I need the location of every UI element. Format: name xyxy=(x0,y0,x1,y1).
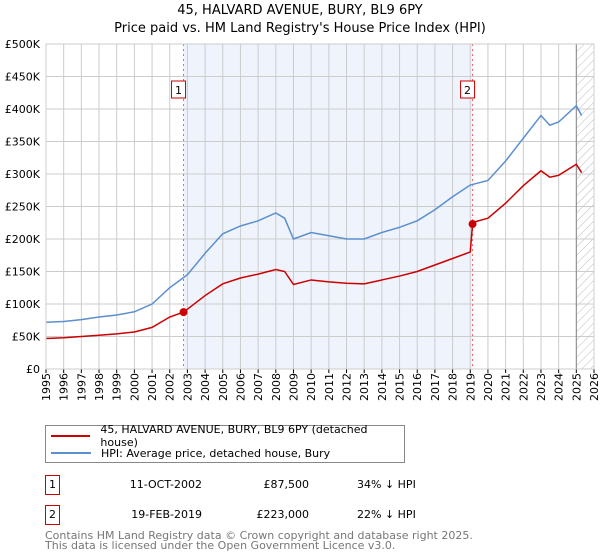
x-tick-label: 1995 xyxy=(40,373,53,401)
marker-label: 2 xyxy=(464,84,471,97)
y-tick-label: £500K xyxy=(5,38,41,51)
x-tick-label: 2005 xyxy=(217,373,230,401)
x-tick-label: 2016 xyxy=(411,373,424,401)
y-tick-label: £300K xyxy=(5,168,41,181)
footer-line: This data is licensed under the Open Gov… xyxy=(45,539,396,552)
x-tick-label: 1997 xyxy=(75,373,88,401)
x-tick-label: 1999 xyxy=(111,373,124,401)
x-tick-label: 2002 xyxy=(164,373,177,401)
chart-title: 45, HALVARD AVENUE, BURY, BL9 6PY Price p… xyxy=(0,2,600,38)
marker-label-box xyxy=(171,80,187,99)
x-tick-label: 2012 xyxy=(341,373,354,401)
x-tick-label: 2011 xyxy=(323,373,336,401)
marker-label: 1 xyxy=(175,84,182,97)
x-tick-label: 2013 xyxy=(358,373,371,401)
x-tick-label: 2008 xyxy=(270,373,283,401)
x-tick-label: 2003 xyxy=(181,373,194,401)
x-tick-label: 2015 xyxy=(394,373,407,401)
legend: 45, HALVARD AVENUE, BURY, BL9 6PY (detac… xyxy=(45,423,405,463)
series-line xyxy=(45,104,583,323)
footer: Contains HM Land Registry data © Crown c… xyxy=(45,529,473,552)
x-tick-label: 2018 xyxy=(447,373,460,401)
x-tick-label: 2026 xyxy=(588,373,600,401)
x-tick-label: 2014 xyxy=(376,373,389,401)
x-tick-label: 2019 xyxy=(464,373,477,401)
x-tick-label: 1996 xyxy=(58,373,71,401)
title: 45, HALVARD AVENUE, BURY, BL9 6PY xyxy=(177,3,423,18)
x-tick-label: 2025 xyxy=(570,373,583,401)
price: £223,000 xyxy=(256,508,310,521)
legend-swatch xyxy=(51,435,91,437)
series-line xyxy=(45,163,583,340)
x-tick-label: 2024 xyxy=(553,373,566,401)
price: £87,500 xyxy=(263,478,310,491)
legend-label: 45, HALVARD AVENUE, BURY, BL9 6PY (detac… xyxy=(100,423,368,449)
x-tick-label: 2017 xyxy=(429,373,442,401)
x-tick-label: 2010 xyxy=(305,373,318,401)
chart: 1995 1996 1997 1998 1999 2000 2001 2002 2003 2004… xyxy=(5,38,600,401)
transaction-row: 1 11-OCT-2002 £87,500 34% ↓ HPI xyxy=(45,475,445,495)
y-tick-label: £400K xyxy=(5,103,41,116)
date: 11-OCT-2002 xyxy=(129,478,202,491)
y-tick-label: £100K xyxy=(5,298,41,311)
x-tick-label: 2001 xyxy=(146,373,159,401)
marker-badge: 1 xyxy=(45,475,60,495)
marker-label-box xyxy=(460,80,476,99)
marker-point xyxy=(179,308,188,317)
hpi-diff: 34% ↓ HPI xyxy=(357,478,416,491)
plot-border xyxy=(45,43,595,370)
x-tick-label: 1998 xyxy=(93,373,106,401)
x-tick-label: 2004 xyxy=(199,373,212,401)
legend-item-hpi: HPI: Average price, detached house, Bury xyxy=(46,445,330,461)
x-tick-label: 2000 xyxy=(128,373,141,401)
transaction-row: 2 19-FEB-2019 £223,000 22% ↓ HPI xyxy=(45,505,445,525)
x-tick-label: 2020 xyxy=(482,373,495,401)
x-tick-label: 2006 xyxy=(234,373,247,401)
y-tick-label: £0 xyxy=(26,363,40,376)
date: 19-FEB-2019 xyxy=(131,508,202,521)
y-tick-label: £350K xyxy=(5,136,41,149)
y-tick-label: £450K xyxy=(5,71,41,84)
footer-line: Contains HM Land Registry data © Crown c… xyxy=(45,529,473,542)
y-tick-label: £50K xyxy=(12,331,41,344)
x-tick-label: 2009 xyxy=(287,373,300,401)
legend-label: HPI: Average price, detached house, Bury xyxy=(101,446,331,460)
x-tick-label: 2022 xyxy=(517,373,530,401)
y-tick-label: £250K xyxy=(5,201,41,214)
marker-badge: 2 xyxy=(45,505,60,525)
legend-swatch xyxy=(51,452,91,454)
y-tick-label: £150K xyxy=(5,266,41,279)
subtitle: Price paid vs. HM Land Registry's House … xyxy=(114,21,486,36)
legend-item-property: 45, HALVARD AVENUE, BURY, BL9 6PY (detac… xyxy=(46,423,404,449)
hpi-diff: 22% ↓ HPI xyxy=(357,508,416,521)
x-tick-label: 2007 xyxy=(252,373,265,401)
x-tick-label: 2021 xyxy=(500,373,513,401)
x-tick-label: 2023 xyxy=(535,373,548,401)
marker-point xyxy=(468,220,477,229)
y-tick-label: £200K xyxy=(5,233,41,246)
